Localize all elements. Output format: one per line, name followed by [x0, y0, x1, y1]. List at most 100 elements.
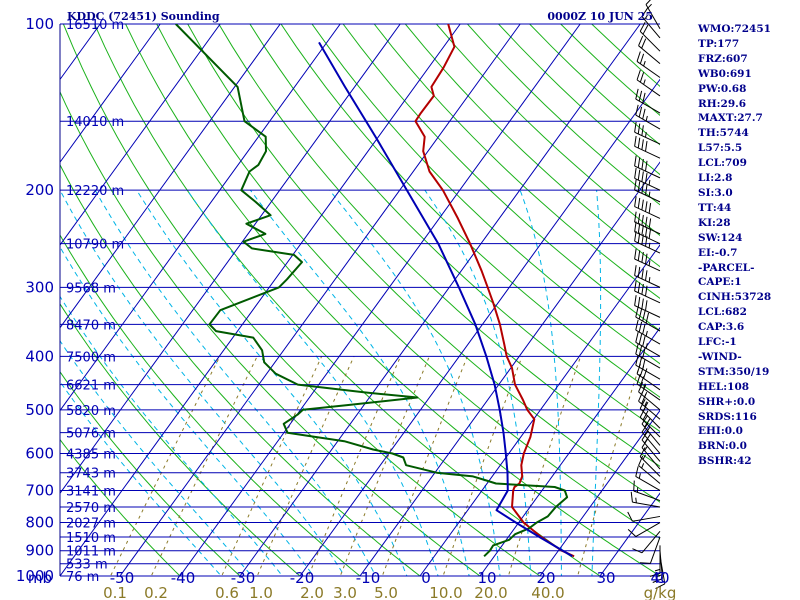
- mixing-ratio-line: [256, 356, 355, 576]
- dry-adiabat: [156, 24, 660, 540]
- index-item: BSHR:42: [698, 455, 752, 468]
- height-label: 533 m: [66, 558, 108, 573]
- wind-barb: [634, 167, 661, 191]
- wind-barb: [634, 121, 661, 145]
- moist-adiabat: [60, 295, 284, 576]
- pressure-label: 1000: [16, 567, 54, 585]
- height-label: 5820 m: [66, 404, 116, 419]
- wind-barb: [635, 354, 661, 380]
- index-item: TP:177: [698, 37, 740, 50]
- moist-adiabat: [249, 189, 470, 576]
- wind-barb: [634, 265, 661, 288]
- chart-header: KDDC (72451) Sounding 0000Z 10 JUN 25: [67, 10, 653, 23]
- temperature-tick-label: -10: [356, 569, 381, 587]
- index-item: WMO:72451: [698, 23, 771, 35]
- mixing-ratio-line: [109, 356, 221, 576]
- wind-barb: [638, 382, 661, 411]
- wind-barb: [634, 211, 661, 235]
- dry-adiabat: [249, 24, 660, 433]
- index-item: EHI:0.0: [698, 425, 743, 438]
- pressure-label: 600: [25, 445, 54, 463]
- wind-barb: [634, 280, 661, 304]
- moist-adiabat: [60, 380, 222, 576]
- moist-adiabat: [424, 189, 532, 576]
- isotherm: [419, 244, 660, 576]
- wind-barb: [635, 332, 661, 357]
- mixing-ratio-tick-label: 5.0: [374, 584, 398, 600]
- wind-barb: [635, 104, 661, 130]
- height-label: 6621 m: [66, 379, 116, 394]
- mixing-ratio-line: [339, 356, 430, 576]
- wind-barb: [636, 51, 661, 78]
- wind-barb: [636, 373, 661, 401]
- moist-adiabat: [94, 189, 377, 576]
- pressure-label: 100: [25, 15, 54, 33]
- isotherm: [60, 24, 401, 495]
- isotherm: [179, 24, 581, 576]
- dry-adiabat: [280, 24, 660, 398]
- index-item: LCL:682: [698, 306, 747, 319]
- index-item: EI:-0.7: [698, 246, 738, 259]
- mixing-ratio-tick-label: 20.0: [474, 584, 507, 600]
- mixing-ratio-tick-label: 2.0: [300, 584, 324, 600]
- wind-barb: [634, 155, 661, 179]
- temperature-tick-label: 30: [596, 569, 615, 587]
- moist-adiabat: [136, 189, 408, 576]
- dry-adiabat: [60, 438, 181, 576]
- index-item: STM:350/19: [698, 365, 770, 378]
- dry-adiabat: [311, 24, 660, 365]
- wind-barb: [649, 545, 661, 577]
- mixing-ratio-line: [221, 356, 323, 576]
- pressure-label: 200: [25, 181, 54, 199]
- height-label: 12220 m: [66, 184, 124, 199]
- pressure-label: 800: [25, 514, 54, 532]
- wind-barb: [634, 295, 661, 318]
- index-item: KI:28: [698, 216, 731, 229]
- height-label: 14010 m: [66, 115, 124, 130]
- dry-adiabat: [218, 24, 660, 467]
- wind-barb: [639, 447, 661, 477]
- index-item: BRN:0.0: [698, 440, 747, 453]
- station-title: KDDC (72451) Sounding: [67, 10, 220, 23]
- dry-adiabat: [60, 90, 481, 576]
- height-label: 3141 m: [66, 484, 116, 499]
- dry-adiabat: [404, 24, 660, 268]
- sounding-traces: [175, 24, 575, 558]
- mixing-ratio-tick-label: 40.0: [531, 584, 564, 600]
- wind-barb: [638, 35, 661, 65]
- wind-barb: [634, 179, 661, 203]
- temperature-tick-label: -40: [171, 569, 196, 587]
- wind-barb: [634, 248, 661, 272]
- index-item: SI:3.0: [698, 186, 733, 199]
- isotherm: [299, 78, 660, 576]
- height-label: 1011 m: [66, 545, 116, 560]
- temperature-trace: [414, 24, 575, 558]
- index-item: PW:0.68: [698, 82, 747, 95]
- temperature-tick-label: mb: [28, 569, 52, 587]
- wind-barb: [634, 135, 661, 159]
- temperature-tick-label: -30: [231, 569, 256, 587]
- moist-adiabat: [60, 189, 346, 576]
- dewpoint-trace: [175, 24, 569, 558]
- wind-barb: [641, 414, 661, 446]
- index-item: TT:44: [698, 201, 732, 214]
- wind-barb: [645, 0, 661, 29]
- dry-adiabat: [60, 370, 241, 576]
- index-item: SRDS:116: [698, 410, 757, 423]
- index-item: HEL:108: [698, 380, 750, 393]
- isotherm: [60, 24, 161, 164]
- moist-adiabat: [186, 189, 439, 576]
- temperature-tick-label: 20: [536, 569, 555, 587]
- mixing-ratio-tick-label: 10.0: [429, 584, 462, 600]
- height-label: 8470 m: [66, 318, 116, 333]
- wind-barb: [635, 306, 661, 332]
- index-item: FRZ:607: [698, 52, 748, 65]
- mixing-ratio-line: [307, 356, 402, 576]
- temperature-tick-label: 10: [477, 569, 496, 587]
- mixing-ratio-unit-label: g/kg: [644, 584, 677, 600]
- mixing-ratio-line: [577, 356, 643, 576]
- wind-barb: [635, 319, 661, 345]
- index-item: CAP:3.6: [698, 321, 745, 334]
